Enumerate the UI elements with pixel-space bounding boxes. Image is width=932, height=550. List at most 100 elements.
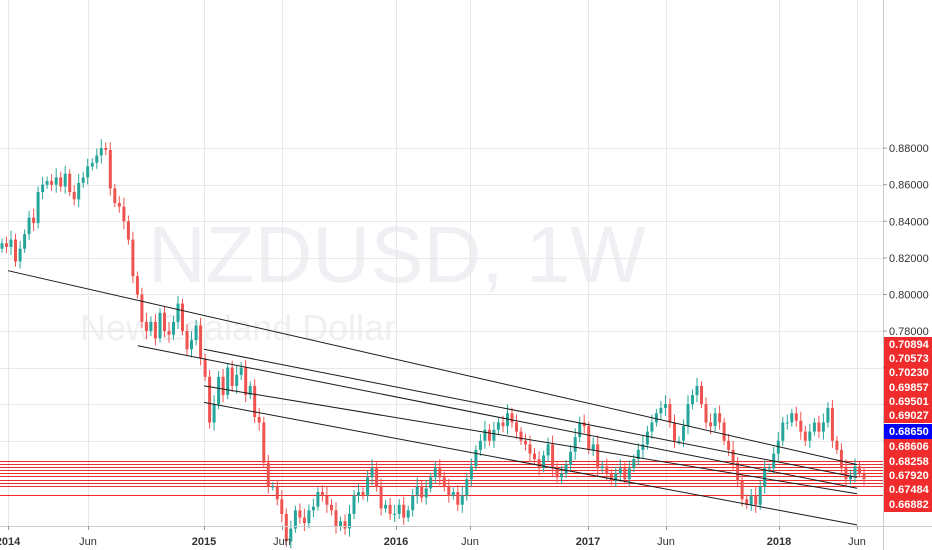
candle-body <box>298 510 302 518</box>
candle-body <box>406 510 410 518</box>
candle-body <box>830 407 834 441</box>
candle-body <box>447 486 451 496</box>
trendline <box>203 348 858 478</box>
candle-body <box>663 404 667 408</box>
candle-body <box>388 504 392 514</box>
time-axis[interactable]: 2014 Jun 2015 Jun 2016 Jun 2017 Jun 2018 Jun <box>0 526 866 548</box>
candle-body <box>144 321 148 331</box>
candle-body <box>555 468 559 478</box>
candle-body <box>68 173 72 192</box>
candle-body <box>591 444 595 450</box>
candle-body <box>307 510 311 524</box>
candle-body <box>113 188 117 203</box>
candle-body <box>763 468 767 487</box>
candle-body <box>72 192 76 200</box>
candle-body <box>117 203 121 207</box>
candle-body <box>393 513 397 515</box>
candle-body <box>370 468 374 478</box>
candle-body <box>262 422 266 463</box>
price-tick-label: 0.80000 <box>889 290 929 302</box>
candle-body <box>623 468 627 480</box>
candle-body <box>50 181 54 185</box>
candle-body <box>330 504 333 511</box>
candle-body <box>515 422 518 432</box>
candle-body <box>524 440 527 445</box>
candle-body <box>199 325 203 359</box>
trendline <box>7 270 858 466</box>
candle-body <box>357 492 360 496</box>
candle-body <box>397 504 401 514</box>
price-tag-bg <box>884 468 932 483</box>
candle-body <box>551 444 555 469</box>
candle-body <box>280 499 284 514</box>
candle-body <box>208 376 212 423</box>
candle-body <box>343 521 347 529</box>
candle-body <box>140 294 144 322</box>
candle-body <box>230 367 234 386</box>
candle-body <box>781 422 785 441</box>
candle-body <box>348 513 351 529</box>
candle-body <box>32 217 36 224</box>
candle-body <box>835 440 839 450</box>
price-tag-bg <box>884 394 932 409</box>
candle-body <box>474 449 478 467</box>
candle-body <box>451 492 455 496</box>
price-tag-bg <box>884 439 932 454</box>
candle-body <box>519 431 523 441</box>
candle-body <box>745 499 749 505</box>
candle-body <box>411 495 415 511</box>
candle-body <box>654 413 658 423</box>
time-tick-label: 2016 <box>384 536 408 548</box>
candle-body <box>311 506 315 511</box>
candle-body <box>713 413 717 427</box>
candle-body <box>23 234 27 249</box>
candle-body <box>632 459 636 469</box>
candle-body <box>316 492 320 507</box>
candle-body <box>492 429 496 441</box>
candle-body <box>483 429 487 441</box>
candle-body <box>596 444 600 469</box>
candle-body <box>275 486 279 500</box>
candle-body <box>149 321 153 331</box>
candle-body <box>302 517 306 524</box>
candle-body <box>546 444 550 456</box>
candle-body <box>564 464 568 474</box>
candle-body <box>239 367 243 375</box>
candle-body <box>478 440 482 450</box>
candle-body <box>185 331 189 350</box>
price-tag-label: 0.66882 <box>889 499 929 511</box>
candle-body <box>605 466 609 474</box>
candle-body <box>821 422 825 432</box>
candle-body <box>609 473 613 481</box>
candle-body <box>438 468 442 478</box>
candle-body <box>131 239 135 277</box>
candle-body <box>352 495 356 514</box>
price-axis[interactable]: 0.88000 0.86000 0.84000 0.82000 0.80000 0.780… <box>883 143 932 512</box>
candle-body <box>415 486 419 496</box>
candle-body <box>627 468 631 480</box>
candle-body <box>9 239 13 247</box>
candle-body <box>700 385 703 405</box>
price-tag-bg <box>884 351 932 366</box>
candle-body <box>686 404 690 427</box>
price-tag-bg <box>884 365 932 380</box>
time-tick-label: Jun <box>848 536 866 548</box>
candle-body <box>641 444 645 450</box>
current-price-tag-label: 0.68650 <box>889 426 929 438</box>
candle-body <box>709 422 713 427</box>
candle-body <box>126 221 130 240</box>
candle-body <box>18 248 22 262</box>
candle-body <box>253 385 257 417</box>
candle-body <box>158 312 162 339</box>
candle-body <box>803 431 807 441</box>
candle-body <box>176 303 180 322</box>
candle-body <box>54 177 58 185</box>
time-tick-label: 2015 <box>192 536 216 548</box>
candle-body <box>740 481 744 500</box>
candle-body <box>636 449 640 459</box>
candle-body <box>235 374 239 386</box>
candle-body <box>578 422 582 438</box>
candle-body <box>36 192 40 224</box>
candle-body <box>5 243 8 247</box>
